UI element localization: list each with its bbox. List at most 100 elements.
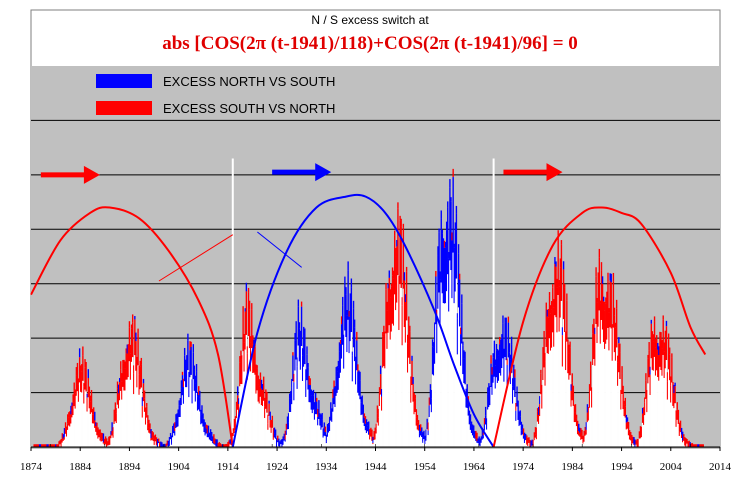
activity-bar-mid	[663, 351, 665, 379]
activity-bar-base	[538, 423, 540, 447]
activity-bar-top	[181, 371, 184, 376]
activity-bar-base	[558, 331, 560, 447]
activity-bar-base	[117, 408, 120, 447]
activity-bar-mid	[526, 443, 528, 445]
activity-bar-mid	[544, 361, 546, 386]
activity-bar-mid	[139, 366, 141, 390]
activity-bar-top	[64, 422, 67, 429]
activity-bar-base	[146, 417, 148, 447]
activity-bar-top	[477, 438, 479, 442]
activity-bar-mid	[676, 409, 678, 420]
activity-bar-mid	[425, 438, 427, 441]
activity-bar-base	[209, 440, 212, 447]
activity-bar-mid	[327, 426, 330, 433]
activity-bar-mid	[391, 275, 394, 324]
activity-bar-base	[174, 435, 176, 447]
activity-bar-mid	[390, 286, 393, 332]
activity-bar-base	[425, 440, 427, 447]
activity-bar-base	[633, 445, 635, 447]
activity-bar-base	[377, 425, 380, 447]
activity-bar-base	[673, 408, 675, 447]
activity-bar-top	[115, 408, 118, 414]
activity-bar-top	[48, 444, 51, 447]
activity-bar-top	[662, 315, 664, 320]
activity-bar-mid	[101, 438, 104, 441]
activity-bar-base	[280, 444, 282, 447]
activity-bar-top	[311, 391, 314, 401]
activity-bar-mid	[208, 436, 211, 440]
activity-bar-base	[559, 317, 562, 447]
activity-bar-mid	[591, 392, 593, 408]
activity-bar-base	[519, 424, 521, 447]
activity-bar-base	[396, 302, 398, 447]
activity-bar-top	[47, 444, 49, 447]
activity-bar-mid	[325, 441, 328, 444]
activity-bar-top	[269, 411, 271, 421]
activity-bar-mid	[404, 302, 407, 343]
activity-bar-mid	[585, 429, 588, 435]
activity-bar-mid	[75, 375, 78, 396]
activity-bar-mid	[81, 371, 83, 393]
activity-bar-top	[75, 367, 78, 376]
x-tick-label: 1954	[414, 461, 437, 473]
activity-bar-base	[375, 433, 377, 447]
activity-bar-base	[639, 438, 642, 447]
activity-bar-base	[294, 370, 296, 447]
activity-bar-top	[452, 168, 454, 178]
activity-bar-top	[464, 351, 466, 360]
activity-bar-mid	[573, 412, 576, 423]
activity-bar-mid	[587, 410, 590, 421]
activity-bar-mid	[442, 247, 445, 304]
activity-bar-top	[670, 376, 672, 386]
activity-bar-mid	[202, 418, 204, 427]
activity-bar-base	[169, 439, 172, 447]
activity-bar-mid	[392, 278, 395, 326]
activity-bar-base	[345, 337, 347, 447]
activity-bar-mid	[462, 345, 464, 375]
activity-bar-mid	[647, 358, 649, 384]
activity-bar-mid	[282, 444, 284, 445]
activity-bar-top	[142, 378, 145, 384]
activity-bar-top	[546, 309, 549, 317]
activity-bar-top	[185, 359, 187, 364]
activity-bar-base	[348, 353, 350, 447]
activity-bar-top	[128, 321, 131, 328]
activity-bar-top	[445, 221, 448, 231]
activity-bar-base	[506, 387, 508, 447]
activity-bar-base	[399, 284, 401, 447]
activity-bar-top	[368, 421, 370, 431]
activity-bar-mid	[127, 349, 130, 378]
activity-bar-top	[471, 424, 474, 431]
activity-bar-base	[138, 394, 140, 447]
activity-bar-base	[610, 328, 612, 447]
activity-bar-mid	[352, 308, 355, 348]
activity-bar-mid	[177, 418, 179, 427]
activity-bar-mid	[123, 368, 125, 391]
activity-bar-top	[440, 210, 442, 219]
activity-bar-top	[214, 438, 216, 444]
activity-bar-base	[260, 405, 263, 447]
activity-bar-mid	[199, 397, 201, 412]
switch-curves	[30, 193, 707, 448]
activity-bar-mid	[648, 350, 650, 378]
activity-bar-base	[65, 436, 68, 447]
activity-bar-top	[493, 340, 495, 350]
activity-bar-top	[470, 421, 473, 428]
activity-bar-base	[298, 361, 301, 447]
activity-bar-top	[377, 408, 380, 418]
activity-bar-mid	[517, 409, 519, 420]
activity-bar-base	[571, 400, 573, 447]
activity-bar-top	[242, 306, 244, 314]
activity-bar-mid	[491, 374, 493, 395]
activity-bar-top	[606, 291, 608, 298]
activity-bar-top	[86, 393, 88, 398]
activity-bar-mid	[201, 414, 203, 424]
activity-bar-top	[581, 429, 583, 436]
activity-bar-mid	[447, 207, 449, 275]
activity-bar-base	[329, 431, 331, 447]
activity-bar-top	[278, 438, 280, 447]
activity-bar-top	[609, 273, 611, 281]
activity-bar-base	[198, 409, 200, 447]
activity-bar-base	[63, 439, 66, 447]
